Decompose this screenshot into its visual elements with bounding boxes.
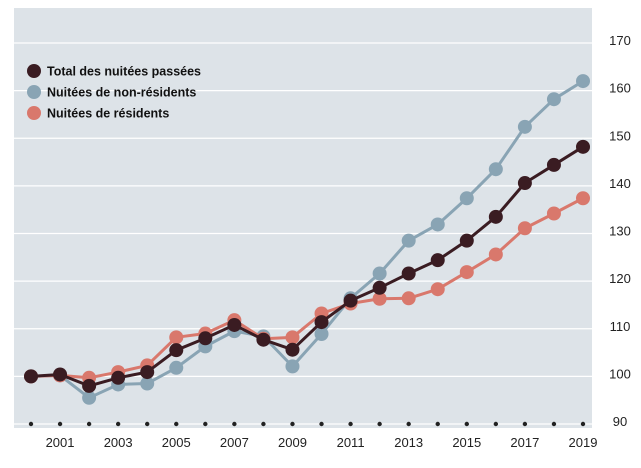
legend: Total des nuitées passées Nuitées de non-… [27, 64, 201, 121]
y-tick-label: 140 [609, 176, 631, 191]
x-axis-dot [145, 421, 150, 427]
data-point [372, 280, 387, 295]
x-axis-dot [551, 421, 557, 427]
x-axis: 2001 2003 2005 2007 2009 2011 2013 2015 2017 2019 [28, 421, 598, 450]
data-point [546, 92, 561, 107]
y-tick-label: 130 [609, 224, 631, 239]
data-point [169, 330, 184, 345]
data-point [576, 139, 590, 154]
x-tick-label: 2015 [452, 435, 481, 450]
x-axis-dot [435, 421, 440, 427]
data-point [285, 330, 300, 345]
x-axis-dot [348, 421, 353, 427]
y-tick-label: 100 [609, 366, 631, 381]
legend-marker [27, 106, 41, 120]
data-point [82, 378, 97, 393]
data-point [459, 233, 474, 248]
data-point [198, 331, 213, 346]
legend-label: Nuitées de résidents [47, 107, 169, 121]
x-axis-dot [464, 421, 469, 427]
data-point [401, 233, 416, 248]
y-tick-label: 110 [610, 319, 631, 334]
data-point [576, 74, 590, 89]
x-axis-dot [232, 421, 237, 427]
x-tick-label: 2017 [510, 435, 539, 450]
x-axis-dot [493, 421, 499, 427]
data-point [430, 253, 445, 268]
series-group [24, 191, 590, 385]
data-point [227, 317, 242, 332]
data-point [546, 206, 561, 221]
x-axis-dot [377, 421, 382, 427]
data-point [343, 293, 358, 308]
x-tick-label: 2019 [569, 435, 598, 450]
data-point [169, 360, 184, 375]
series [24, 74, 590, 405]
y-tick-label: 170 [609, 33, 631, 48]
x-tick-label: 2007 [220, 435, 249, 450]
data-point [488, 247, 503, 262]
x-axis-dot [522, 421, 528, 427]
y-tick-label: 160 [609, 81, 631, 96]
data-point [256, 332, 271, 347]
data-point [517, 221, 532, 236]
data-point [53, 367, 68, 382]
data-point [314, 315, 329, 330]
x-tick-label: 2001 [46, 435, 75, 450]
x-tick-label: 2013 [394, 435, 423, 450]
x-tick-label: 2005 [162, 435, 191, 450]
legend-label: Total des nuitées passées [47, 65, 201, 79]
x-axis-dot [580, 421, 586, 427]
data-point [401, 266, 416, 281]
legend-marker [27, 64, 41, 78]
x-axis-dot [319, 421, 324, 427]
data-point [285, 359, 300, 374]
x-axis-dot [57, 421, 63, 427]
x-tick-label: 2009 [278, 435, 307, 450]
data-point [372, 266, 387, 281]
legend-marker [27, 85, 41, 99]
data-point [488, 162, 503, 177]
x-axis-dot [115, 421, 121, 427]
x-axis-dot [203, 421, 208, 427]
data-point [517, 119, 532, 134]
data-point [24, 369, 38, 384]
x-axis-dot [86, 421, 92, 427]
x-axis-dot [28, 421, 34, 427]
data-point [140, 376, 155, 391]
data-point [430, 217, 445, 232]
data-point [285, 342, 300, 357]
x-axis-dot [261, 421, 266, 427]
data-point [517, 176, 532, 191]
data-point [372, 291, 387, 306]
x-axis-dot [406, 421, 411, 427]
series-group [24, 139, 590, 393]
data-point [546, 157, 561, 172]
data-point [140, 365, 155, 380]
y-axis: 90 100 110 120 130 140 150 160 170 [609, 33, 631, 429]
x-axis-dot [290, 421, 295, 427]
y-tick-label: 90 [613, 414, 627, 429]
data-point [488, 209, 503, 224]
x-tick-label: 2011 [337, 435, 365, 450]
data-point [576, 191, 590, 206]
y-tick-label: 120 [609, 271, 631, 286]
data-point [459, 265, 474, 280]
data-point [459, 191, 474, 206]
legend-label: Nuitées de non-résidents [47, 86, 196, 100]
data-point [401, 291, 416, 306]
data-point [111, 370, 126, 385]
data-point [430, 282, 445, 297]
x-tick-label: 2003 [104, 435, 133, 450]
y-tick-label: 150 [609, 128, 631, 143]
data-point [169, 343, 184, 358]
data-point [314, 326, 329, 341]
data-point [82, 390, 97, 405]
x-axis-dot [174, 421, 179, 427]
